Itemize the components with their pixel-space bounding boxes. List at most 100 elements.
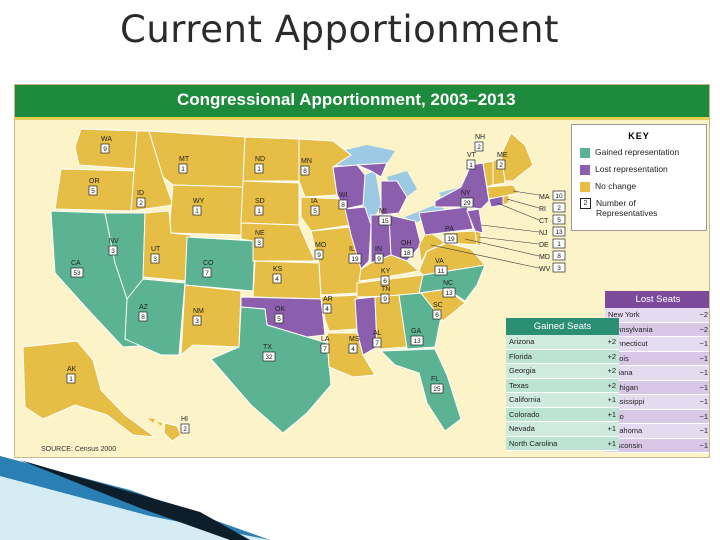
seat-count: 7 xyxy=(205,270,209,277)
state-abbr: MT xyxy=(179,156,190,163)
key-no-change-label: No change xyxy=(595,181,637,191)
seat-change: −2 xyxy=(687,308,709,323)
state-label-ga: GA 13 xyxy=(410,328,424,346)
state-label-wy: WY 1 xyxy=(192,198,205,216)
state-abbr: NV xyxy=(109,238,119,245)
state-id xyxy=(130,130,174,212)
state-name: Wisconsin xyxy=(605,438,687,453)
state-abbr: WA xyxy=(101,136,112,143)
state-label-mn: MN 8 xyxy=(300,158,312,176)
seat-count: 10 xyxy=(555,193,563,200)
east-label-de: DE 1 xyxy=(539,238,566,249)
state-ms xyxy=(354,296,378,356)
state-label-il: IL 19 xyxy=(348,246,362,264)
state-abbr: GA xyxy=(411,328,421,335)
state-abbr: IL xyxy=(349,246,355,253)
seat-count: 29 xyxy=(463,200,471,207)
state-label-id: ID 2 xyxy=(136,190,146,208)
seat-count-box xyxy=(202,267,212,278)
gained-swatch xyxy=(580,147,590,158)
seat-count-box xyxy=(432,309,442,320)
state-label-in: IN 9 xyxy=(374,246,384,264)
state-abbr: SC xyxy=(433,302,443,309)
seat-change: +2 xyxy=(595,363,619,379)
state-label-oh: OH 18 xyxy=(400,240,414,258)
state-il xyxy=(344,206,372,270)
state-label-ok: OK 5 xyxy=(274,306,285,324)
seat-count-box xyxy=(70,267,84,278)
lost-seats-title: Lost Seats xyxy=(605,291,709,308)
state-hi-islands xyxy=(148,418,162,426)
state-sd xyxy=(240,180,300,226)
state-abbr: NC xyxy=(443,280,453,287)
seat-count-box xyxy=(552,250,566,261)
state-label-tn: TN 9 xyxy=(380,286,390,304)
map-source: SOURCE: Census 2000 xyxy=(41,446,117,453)
seat-change: −2 xyxy=(687,322,709,337)
key-no-change: No change xyxy=(580,181,636,192)
state-nd xyxy=(242,136,300,182)
lake-michigan xyxy=(363,171,381,223)
seat-count-box xyxy=(254,205,264,216)
seat-count-box xyxy=(444,233,458,244)
seat-count: 1 xyxy=(69,376,73,383)
state-abbr: TX xyxy=(263,344,272,351)
gained-seats-row: North Carolina +1 xyxy=(506,436,619,451)
seat-count-box xyxy=(88,185,98,196)
state-label-nd: ND 1 xyxy=(254,156,265,174)
state-abbr: MI xyxy=(379,208,387,215)
seat-count-box xyxy=(552,226,566,237)
lost-seats-row: Ohio−1 xyxy=(605,409,709,424)
map-title: Congressional Apportionment, 2003–2013 xyxy=(177,90,516,109)
leader-lines xyxy=(430,190,540,269)
state-label-nm: NM 3 xyxy=(192,308,204,326)
state-ia xyxy=(300,196,352,232)
gained-seats-row: Georgia +2 xyxy=(506,363,619,379)
state-name: Pennsylvania xyxy=(605,322,687,337)
seat-change: +1 xyxy=(595,392,619,408)
state-abbr: WI xyxy=(339,192,348,199)
seat-count-box xyxy=(552,190,566,201)
state-az xyxy=(124,278,186,356)
lost-seats-row: Indiana −1 xyxy=(605,365,709,381)
no-change-swatch xyxy=(580,181,590,192)
state-name: Arizona xyxy=(506,335,595,350)
seat-count: 2 xyxy=(139,200,143,207)
seat-count-box xyxy=(552,214,566,225)
seat-count-box xyxy=(100,143,110,154)
state-label-co: CO 7 xyxy=(202,260,214,278)
seat-count: 5 xyxy=(277,316,281,323)
seat-count-box xyxy=(380,293,390,304)
seat-count: 1 xyxy=(181,166,185,173)
seat-count: 13 xyxy=(445,290,453,297)
gained-seats-row: Colorado +1 xyxy=(506,407,619,422)
seat-count: 1 xyxy=(469,162,473,169)
seat-count: 3 xyxy=(195,318,199,325)
state-abbr: NM xyxy=(193,308,204,315)
state-label-or: OR 5 xyxy=(88,178,100,196)
state-abbr: OK xyxy=(275,306,285,313)
state-nm xyxy=(180,284,242,357)
map-key: KEY Gained representation Lost represent… xyxy=(571,124,707,231)
seat-count: 9 xyxy=(383,296,387,303)
state-label-ks: KS 4 xyxy=(272,266,283,284)
seat-count: 15 xyxy=(381,218,389,225)
state-name: Connecticut xyxy=(605,336,687,352)
seat-change: −1 xyxy=(687,394,709,410)
key-number-text: Number of Representatives xyxy=(596,198,657,218)
state-abbr: ID xyxy=(137,190,144,197)
state-abbr: IN xyxy=(375,246,382,253)
seat-count-box xyxy=(378,215,392,226)
state-label-ia: IA 5 xyxy=(310,198,320,216)
state-name: Indiana xyxy=(605,365,687,381)
seat-count: 5 xyxy=(91,188,95,195)
seat-count-box xyxy=(380,275,390,286)
state-abbr: MS xyxy=(349,336,360,343)
east-label-ri: RI 2 xyxy=(539,202,566,213)
lost-seats-row: Mississippi −1 xyxy=(605,394,709,410)
state-name: Texas xyxy=(506,378,595,393)
seat-count-box xyxy=(180,423,190,434)
seat-count-box xyxy=(442,287,456,298)
state-label-ar: AR 4 xyxy=(322,296,333,314)
state-abbr: DE xyxy=(539,242,549,249)
